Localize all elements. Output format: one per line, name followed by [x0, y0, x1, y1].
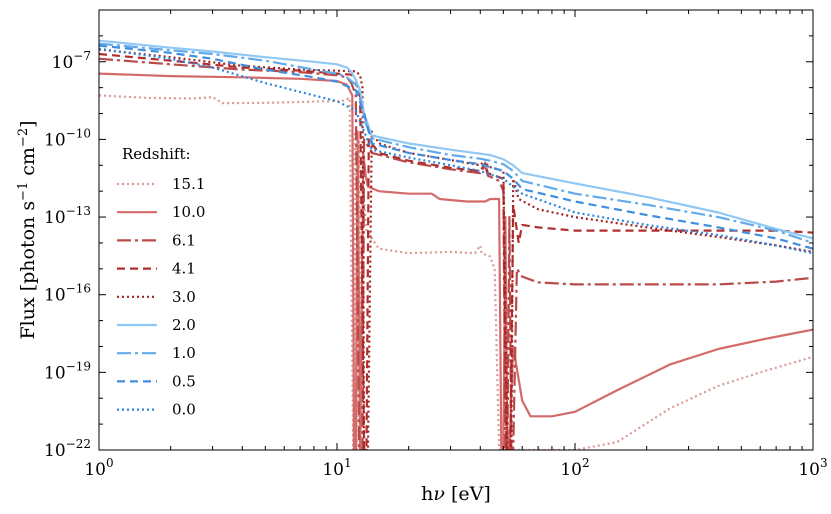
series-line-0 [99, 94, 813, 450]
series-line-7 [99, 44, 813, 250]
y-label-exp2: −2 [16, 128, 31, 147]
x-tick-label: 100 [84, 456, 113, 480]
tick-base: 10 [44, 363, 66, 383]
tick-exponent: −22 [66, 437, 91, 451]
legend-entry: 4.1 [117, 260, 196, 278]
legend-label: 6.1 [172, 231, 196, 249]
y-tick-label: 10−16 [44, 282, 91, 306]
tick-base: 10 [322, 460, 344, 480]
legend: Redshift: 15.1 10.0 6.1 4.1 3.0 2.0 1.0 0.5 0.0 [117, 145, 205, 419]
legend-entry: 0.5 [117, 372, 196, 390]
legend-entry: 6.1 [117, 231, 196, 249]
tick-exponent: −13 [66, 204, 91, 218]
tick-exponent: 2 [582, 456, 590, 470]
tick-exponent: 1 [344, 456, 352, 470]
series-line-1 [99, 72, 813, 450]
y-tick-label: 10−13 [44, 204, 91, 228]
legend-entry: 0.0 [117, 401, 196, 419]
x-label-h: h [421, 483, 433, 505]
y-tick-label: 10−10 [44, 126, 91, 150]
series-line-5 [99, 39, 813, 240]
x-label-unit: [eV] [445, 483, 491, 505]
y-label-main: Flux [photon s [17, 201, 39, 340]
tick-labels: 100 101 102 10310−2210−1910−1610−1310−1010−… [44, 49, 828, 480]
series-line-3 [99, 52, 813, 450]
y-label-exp1: −1 [16, 182, 31, 201]
tick-exponent: −10 [66, 126, 91, 140]
series-layer [99, 39, 813, 450]
legend-entries: 15.1 10.0 6.1 4.1 3.0 2.0 1.0 0.5 0.0 [117, 175, 205, 419]
tick-exponent: −7 [73, 49, 91, 63]
plot-frame [98, 9, 814, 451]
tick-exponent: 0 [106, 456, 114, 470]
tick-layer [98, 9, 814, 451]
legend-label: 4.1 [172, 260, 196, 278]
legend-entry: 15.1 [117, 175, 205, 193]
legend-label: 2.0 [172, 316, 196, 334]
legend-title: Redshift: [122, 145, 191, 163]
legend-label: 15.1 [172, 175, 205, 193]
x-label-nu: ν [433, 483, 445, 505]
y-tick-label: 10−22 [44, 437, 91, 461]
legend-label: 1.0 [172, 344, 196, 362]
y-axis-label: Flux [photon s−1 cm−2] [16, 120, 39, 339]
tick-base: 10 [44, 130, 66, 150]
legend-label: 3.0 [172, 288, 196, 306]
x-tick-label: 101 [322, 456, 351, 480]
x-tick-label: 102 [560, 456, 589, 480]
y-tick-label: 10−19 [44, 359, 91, 383]
y-tick-label: 10−7 [52, 49, 91, 73]
tick-base: 10 [44, 441, 66, 461]
tick-exponent: 3 [820, 456, 828, 470]
tick-exponent: −19 [66, 359, 91, 373]
tick-base: 10 [84, 460, 106, 480]
legend-label: 0.5 [172, 372, 196, 390]
series-line-2 [99, 57, 813, 450]
legend-label: 0.0 [172, 401, 196, 419]
y-label-close: ] [17, 120, 39, 127]
tick-base: 10 [560, 460, 582, 480]
legend-entry: 3.0 [117, 288, 196, 306]
x-tick-label: 103 [798, 456, 827, 480]
series-line-8 [99, 47, 813, 255]
legend-entry: 2.0 [117, 316, 196, 334]
y-label-cm: cm [17, 147, 39, 182]
tick-base: 10 [44, 286, 66, 306]
series-line-6 [99, 42, 813, 244]
x-axis-label: hν [eV] [421, 483, 491, 505]
tick-base: 10 [798, 460, 820, 480]
legend-entry: 10.0 [117, 203, 205, 221]
legend-entry: 1.0 [117, 344, 196, 362]
tick-base: 10 [52, 53, 74, 73]
legend-label: 10.0 [172, 203, 205, 221]
tick-exponent: −16 [66, 282, 91, 296]
tick-base: 10 [44, 208, 66, 228]
series-line-4 [99, 48, 813, 450]
